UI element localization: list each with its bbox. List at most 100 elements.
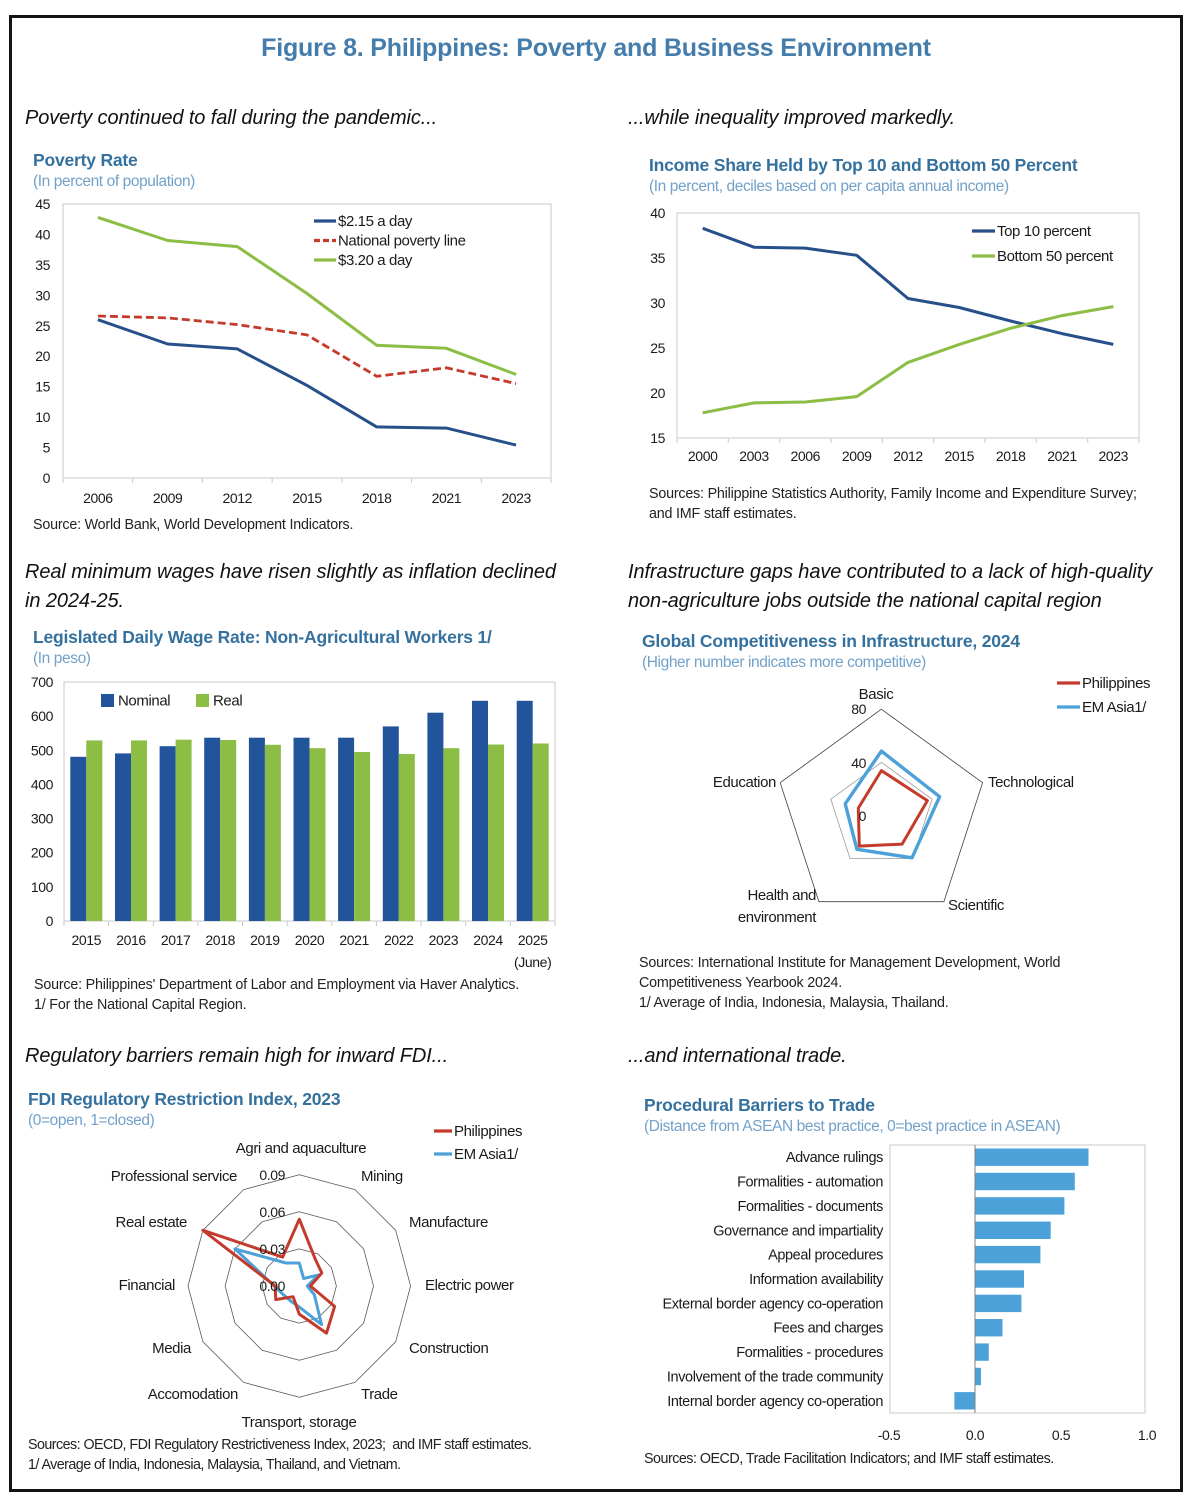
svg-text:Health and: Health and [747,887,816,904]
svg-text:Involvement of the trade commu: Involvement of the trade community [667,1370,884,1386]
svg-text:2012: 2012 [223,490,253,506]
svg-text:Philippines: Philippines [1082,675,1150,692]
svg-text:2012: 2012 [893,448,923,464]
svg-text:0: 0 [46,913,54,929]
svg-text:80: 80 [851,701,866,717]
svg-text:Technological: Technological [988,774,1074,791]
svg-text:40: 40 [35,226,50,242]
svg-text:2009: 2009 [842,448,872,464]
svg-text:Top 10 percent: Top 10 percent [997,223,1092,240]
svg-text:Advance rulings: Advance rulings [786,1150,883,1166]
svg-text:2015: 2015 [72,932,102,948]
svg-text:30: 30 [650,295,665,311]
svg-text:25: 25 [35,318,50,334]
svg-text:200: 200 [31,845,54,861]
svg-text:Agri and aquaculture: Agri and aquaculture [236,1140,366,1157]
svg-text:Appeal procedures: Appeal procedures [768,1248,883,1264]
svg-text:2021: 2021 [432,490,462,506]
svg-text:EM Asia1/: EM Asia1/ [1082,699,1147,716]
svg-text:10: 10 [35,409,50,425]
svg-text:30: 30 [35,287,50,303]
svg-text:Transport, storage: Transport, storage [242,1414,357,1431]
svg-text:2018: 2018 [362,490,392,506]
svg-text:45: 45 [35,196,50,212]
svg-text:600: 600 [31,708,54,724]
svg-text:2025: 2025 [518,932,548,948]
svg-text:2006: 2006 [83,490,113,506]
svg-text:Formalities - documents: Formalities - documents [737,1199,883,1215]
svg-text:EM Asia1/: EM Asia1/ [454,1146,519,1163]
svg-text:5: 5 [43,440,51,456]
svg-text:Mining: Mining [361,1168,403,1185]
svg-text:500: 500 [31,742,54,758]
svg-text:2003: 2003 [739,448,769,464]
svg-text:2020: 2020 [295,932,325,948]
svg-text:Financial: Financial [119,1277,175,1294]
svg-text:Formalities - automation: Formalities - automation [737,1175,883,1191]
svg-text:2021: 2021 [339,932,369,948]
svg-text:2019: 2019 [250,932,280,948]
svg-text:300: 300 [31,811,54,827]
svg-text:0.5: 0.5 [1052,1427,1071,1443]
svg-text:Information availability: Information availability [749,1272,884,1288]
svg-text:40: 40 [650,205,665,221]
svg-text:Education: Education [713,774,776,791]
svg-text:-0.5: -0.5 [878,1427,901,1443]
svg-text:(June): (June) [514,954,551,970]
svg-text:25: 25 [650,340,665,356]
svg-text:Basic: Basic [859,686,895,703]
svg-text:environment: environment [738,909,817,926]
svg-text:40: 40 [851,755,866,771]
svg-text:0.09: 0.09 [259,1167,285,1183]
svg-text:Professional service: Professional service [111,1168,237,1185]
svg-text:Formalities - procedures: Formalities - procedures [736,1345,883,1361]
svg-text:$3.20 a day: $3.20 a day [338,252,413,269]
svg-text:Real: Real [213,693,242,710]
svg-text:2018: 2018 [205,932,235,948]
svg-text:Philippines: Philippines [454,1125,522,1140]
svg-text:Real estate: Real estate [116,1214,188,1231]
svg-text:20: 20 [35,348,50,364]
svg-text:Scientific: Scientific [948,897,1005,914]
svg-text:0.0: 0.0 [966,1427,985,1443]
svg-text:400: 400 [31,776,54,792]
svg-text:2021: 2021 [1047,448,1077,464]
svg-text:Governance and impartiality: Governance and impartiality [713,1223,884,1239]
svg-text:2006: 2006 [791,448,821,464]
svg-text:2015: 2015 [945,448,975,464]
svg-text:External border agency co-oper: External border agency co-operation [662,1296,883,1312]
svg-text:Construction: Construction [409,1340,488,1357]
svg-text:2016: 2016 [116,932,146,948]
svg-text:Nominal: Nominal [118,693,170,710]
svg-text:15: 15 [650,430,665,446]
svg-text:2018: 2018 [996,448,1026,464]
svg-text:2024: 2024 [473,932,503,948]
svg-text:700: 700 [31,675,54,690]
svg-text:20: 20 [650,385,665,401]
svg-text:100: 100 [31,879,54,895]
svg-text:35: 35 [650,250,665,266]
svg-text:Fees and charges: Fees and charges [773,1321,883,1337]
svg-text:0: 0 [43,470,51,486]
svg-text:2023: 2023 [429,932,459,948]
svg-text:Manufacture: Manufacture [409,1214,488,1231]
svg-text:2023: 2023 [1099,448,1129,464]
svg-text:0.06: 0.06 [259,1204,285,1220]
svg-text:Bottom 50 percent: Bottom 50 percent [997,248,1114,265]
svg-text:2022: 2022 [384,932,414,948]
svg-text:0.03: 0.03 [259,1241,285,1257]
svg-text:$2.15 a day: $2.15 a day [338,213,413,230]
svg-text:Accomodation: Accomodation [148,1386,238,1403]
svg-text:35: 35 [35,257,50,273]
svg-text:Internal border agency co-oper: Internal border agency co-operation [667,1394,883,1410]
svg-text:Trade: Trade [361,1386,398,1403]
svg-text:2009: 2009 [153,490,183,506]
svg-text:0: 0 [859,808,867,824]
svg-text:2000: 2000 [688,448,718,464]
svg-text:2015: 2015 [292,490,322,506]
svg-text:1.0: 1.0 [1138,1427,1157,1443]
svg-text:2017: 2017 [161,932,191,948]
svg-text:0.00: 0.00 [259,1278,285,1294]
svg-text:15: 15 [35,379,50,395]
svg-text:Media: Media [152,1340,192,1357]
